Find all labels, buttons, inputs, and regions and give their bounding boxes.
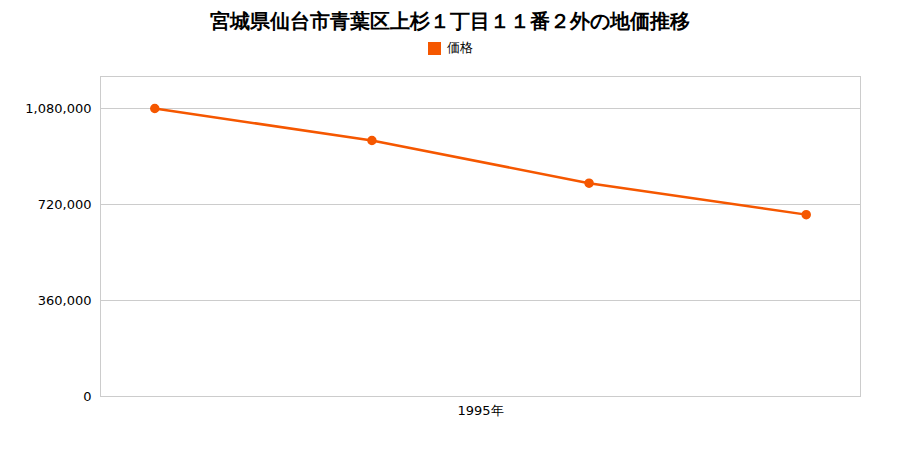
- svg-text:0: 0: [83, 389, 91, 404]
- svg-text:1995年: 1995年: [457, 403, 503, 418]
- html-text:価格: 価格: [446, 40, 473, 55]
- svg-text:360,000: 360,000: [38, 293, 92, 308]
- svg-text:1,080,000: 1,080,000: [25, 101, 91, 116]
- html-text:宮城県仙台市青葉区上杉１丁目１１番２外の地価推移: 宮城県仙台市青葉区上杉１丁目１１番２外の地価推移: [210, 9, 690, 33]
- svg-text:720,000: 720,000: [38, 197, 92, 212]
